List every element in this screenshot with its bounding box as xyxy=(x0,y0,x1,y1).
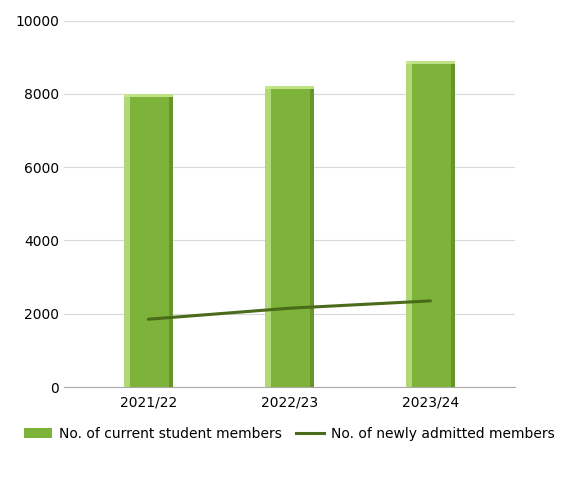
Bar xyxy=(265,86,314,387)
Legend: No. of current student members, No. of newly admitted members: No. of current student members, No. of n… xyxy=(19,421,560,446)
Bar xyxy=(265,86,314,89)
Bar xyxy=(169,94,173,387)
Bar xyxy=(406,61,455,64)
Bar xyxy=(123,94,130,387)
Bar xyxy=(123,94,173,97)
Bar xyxy=(310,86,314,387)
Bar xyxy=(170,94,173,387)
Bar xyxy=(451,61,455,387)
Bar xyxy=(452,61,455,387)
Bar xyxy=(311,86,314,387)
Bar xyxy=(123,94,173,387)
Bar xyxy=(265,86,271,387)
Bar xyxy=(406,61,455,387)
Bar xyxy=(406,61,411,387)
